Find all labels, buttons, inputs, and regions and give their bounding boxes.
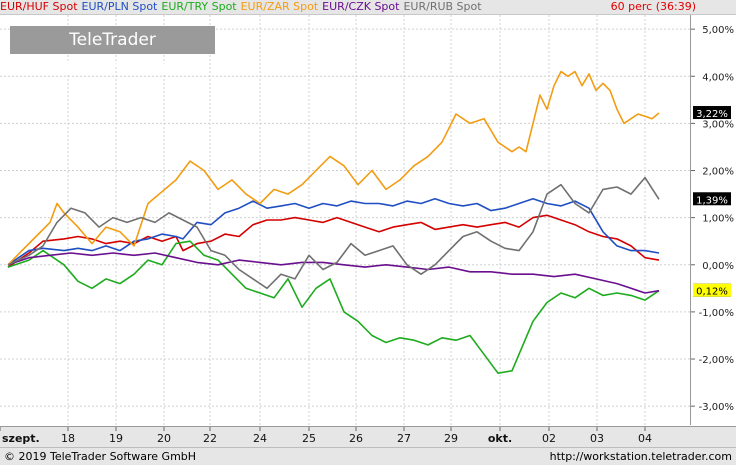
- last-value-badge: [693, 106, 731, 120]
- x-tick-label: 02: [542, 432, 556, 445]
- last-value-label: 3,22%: [696, 109, 728, 120]
- x-tick-label: 04: [638, 432, 652, 445]
- y-tick-label: 3,00%: [702, 119, 734, 130]
- period-label: 60 perc (36:39): [610, 0, 696, 13]
- x-axis: szept. 18 19 20 22 24 25 26 27 29 okt. 02 03 04: [0, 426, 736, 447]
- chart-plot-area[interactable]: [0, 15, 690, 425]
- x-tick-label: 27: [397, 432, 411, 445]
- y-axis: 5,00% 4,00% 3,00% 2,00% 1,00% 0,00% -1,00% -2,0…: [690, 15, 736, 425]
- watermark-brand: TeleTrader: [69, 30, 156, 50]
- watermark-product: WorkStation: [52, 58, 173, 78]
- legend: EUR/HUF Spot EUR/PLN Spot EUR/TRY Spot EUR/…: [0, 0, 486, 14]
- legend-item[interactable]: EUR/CZK Spot: [322, 0, 400, 13]
- series-line[interactable]: [7, 252, 660, 294]
- x-tick-label: okt.: [488, 432, 512, 445]
- x-tick-label: 22: [203, 432, 217, 445]
- watermark-logo: TeleTrader WorkStation: [10, 26, 215, 78]
- copyright-text: © 2019 TeleTrader Software GmbH: [4, 450, 197, 463]
- series-line[interactable]: [7, 240, 660, 375]
- legend-item[interactable]: EUR/PLN Spot: [81, 0, 158, 13]
- x-tick-label: 26: [349, 432, 363, 445]
- x-tick-label: 29: [444, 432, 458, 445]
- y-tick-label: 2,00%: [702, 167, 734, 178]
- x-tick-label: 20: [157, 432, 171, 445]
- y-tick-label: 5,00%: [702, 25, 734, 36]
- legend-item[interactable]: EUR/TRY Spot: [161, 0, 237, 13]
- footer: © 2019 TeleTrader Software GmbH http://w…: [0, 447, 736, 465]
- x-tick-label: szept.: [2, 432, 40, 445]
- x-tick-label: 24: [253, 432, 267, 445]
- series-line[interactable]: [7, 176, 660, 290]
- y-tick-label: 0,00%: [702, 261, 734, 272]
- footer-url-link[interactable]: http://workstation.teletrader.com: [549, 450, 732, 463]
- x-tick-label: 18: [61, 432, 75, 445]
- series-line[interactable]: [7, 214, 660, 268]
- last-value-badge: [693, 192, 731, 206]
- legend-item[interactable]: EUR/RUB Spot: [403, 0, 482, 13]
- y-tick-label: -1,00%: [699, 308, 734, 319]
- last-value-label: 0,12%: [696, 287, 728, 298]
- y-tick-label: -2,00%: [699, 355, 734, 366]
- legend-item[interactable]: EUR/HUF Spot: [0, 0, 78, 13]
- x-tick-label: 03: [590, 432, 604, 445]
- y-tick-label: 1,00%: [702, 214, 734, 225]
- x-tick-label: 19: [109, 432, 123, 445]
- last-value-badge: [693, 283, 731, 297]
- legend-bar: EUR/HUF Spot EUR/PLN Spot EUR/TRY Spot EUR/…: [0, 0, 736, 15]
- y-tick-label: 4,00%: [702, 72, 734, 83]
- series-line[interactable]: [7, 198, 660, 266]
- legend-item[interactable]: EUR/ZAR Spot: [240, 0, 319, 13]
- x-tick-label: 25: [302, 432, 316, 445]
- y-tick-label: -3,00%: [699, 402, 734, 413]
- series-line[interactable]: [7, 70, 660, 266]
- last-value-label: 1,39%: [696, 195, 728, 206]
